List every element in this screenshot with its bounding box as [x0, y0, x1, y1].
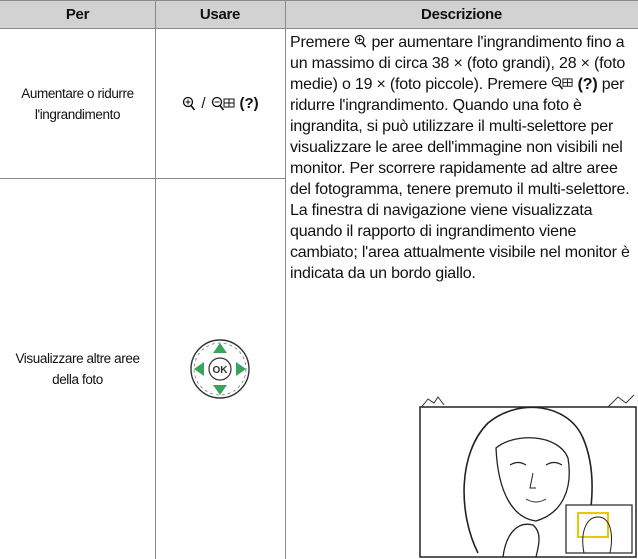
header-cell: Per [0, 0, 155, 28]
border [0, 0, 638, 1]
description: Premere per aumentare l'ingrandimento fi… [290, 32, 633, 284]
eyes [509, 461, 563, 466]
header-cell: Usare [155, 0, 285, 28]
zoom-in-icon [354, 34, 367, 48]
text: Premere [290, 34, 350, 51]
illustration [419, 394, 637, 558]
border [0, 28, 638, 29]
face [495, 437, 570, 522]
button-label: OK [213, 365, 229, 376]
per-text: Visualizzare altre aree della foto [15, 351, 140, 387]
zoom-in-icon [183, 96, 196, 110]
help-ref: (?) [239, 95, 259, 112]
zoom-out-icon [552, 76, 573, 90]
mini-figure [582, 516, 612, 554]
landscape [419, 396, 445, 410]
hair [463, 406, 593, 554]
header-text: Usare [199, 5, 241, 23]
border [285, 0, 286, 559]
multi-selector-cell: OK [190, 339, 250, 399]
per-cell: Visualizzare altre aree della foto [0, 179, 155, 559]
separator: / [201, 95, 206, 112]
header-cell: Descrizione [285, 0, 638, 28]
border [155, 0, 156, 559]
text: per ridurre l'ingrandimento. Quando una … [290, 76, 630, 282]
header-text: Descrizione [421, 5, 502, 23]
hand [502, 523, 540, 558]
help-ref: (?) [577, 76, 598, 93]
nose-mouth [525, 472, 547, 503]
multi-selector-icon: OK [190, 339, 250, 399]
border [0, 178, 285, 179]
per-cell: Aumentare o ridurre l'ingrandimento [0, 29, 155, 178]
text: per aumentare l'ingrandimento fino a un … [290, 34, 626, 93]
yellow-border [577, 512, 609, 538]
zoom-out-icon [211, 96, 234, 110]
per-text: Aumentare o ridurre l'ingrandimento [21, 85, 134, 122]
usare-cell: / (?) [156, 29, 285, 178]
header-text: Per [65, 5, 90, 23]
landscape [607, 394, 635, 408]
